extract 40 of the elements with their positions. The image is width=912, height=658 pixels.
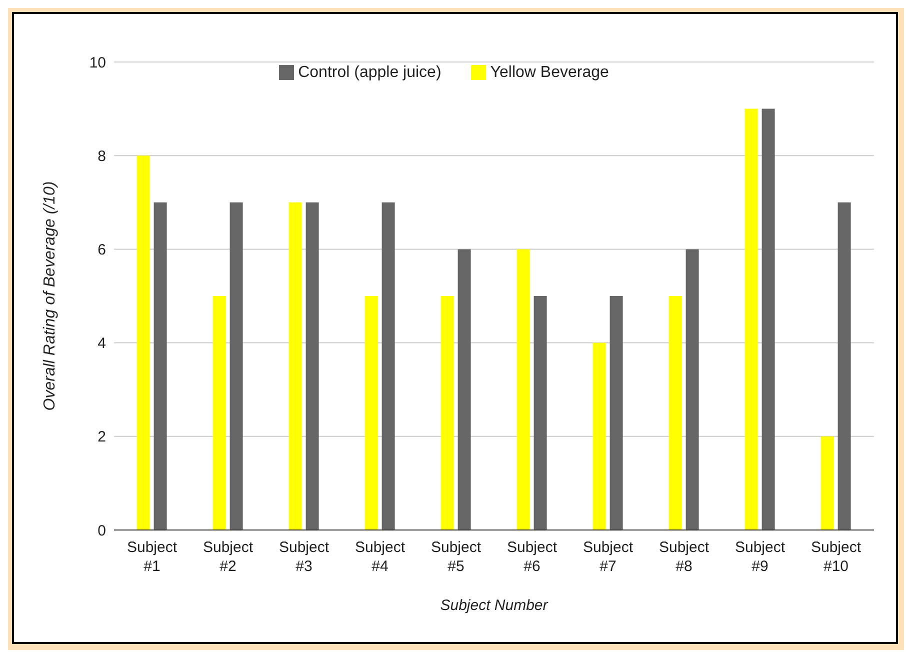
- y-tick-label: 10: [89, 54, 106, 72]
- bar: [516, 249, 530, 530]
- y-tick-label: 8: [98, 148, 106, 165]
- bar: [382, 202, 395, 530]
- bar: [820, 436, 834, 530]
- bar: [534, 296, 547, 530]
- x-tick-label: Subject #7: [582, 539, 634, 575]
- x-tick-label: Subject #9: [734, 539, 786, 575]
- legend-label: Control (apple juice): [298, 64, 442, 81]
- y-tick-label: 0: [98, 522, 106, 540]
- x-tick-label: Subject #10: [810, 539, 862, 575]
- bar: [458, 249, 471, 530]
- y-axis-title: Overall Rating of Beverage (/10): [42, 181, 59, 411]
- bar: [744, 108, 758, 530]
- x-tick-label: Subject #5: [430, 539, 482, 575]
- x-tick-label: Subject #1: [126, 539, 178, 575]
- bar: [364, 296, 378, 530]
- bar: [762, 108, 775, 530]
- x-tick-label: Subject #8: [658, 539, 710, 575]
- x-tick-label: Subject #2: [202, 539, 254, 575]
- bar: [212, 296, 226, 530]
- x-tick-label: Subject #4: [354, 539, 406, 575]
- bar: [230, 202, 243, 530]
- x-tick-label: Subject #3: [278, 539, 330, 575]
- bar: [668, 296, 682, 530]
- x-tick-label: Subject #6: [506, 539, 558, 575]
- bar: [288, 202, 302, 530]
- y-tick-label: 4: [98, 335, 106, 352]
- y-tick-label: 2: [98, 428, 106, 446]
- legend-label: Yellow Beverage: [490, 64, 609, 81]
- bar: [610, 296, 623, 530]
- bar: [306, 202, 319, 530]
- bar: [686, 249, 699, 530]
- bar: [592, 342, 606, 530]
- bar: [154, 202, 167, 530]
- x-axis-title: Subject Number: [440, 597, 549, 614]
- bar: [440, 296, 454, 530]
- y-tick-label: 6: [98, 242, 106, 259]
- bar: [136, 156, 150, 530]
- bar: [838, 202, 851, 530]
